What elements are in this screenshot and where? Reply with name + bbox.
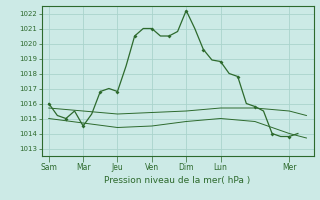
X-axis label: Pression niveau de la mer( hPa ): Pression niveau de la mer( hPa ) [104, 176, 251, 185]
